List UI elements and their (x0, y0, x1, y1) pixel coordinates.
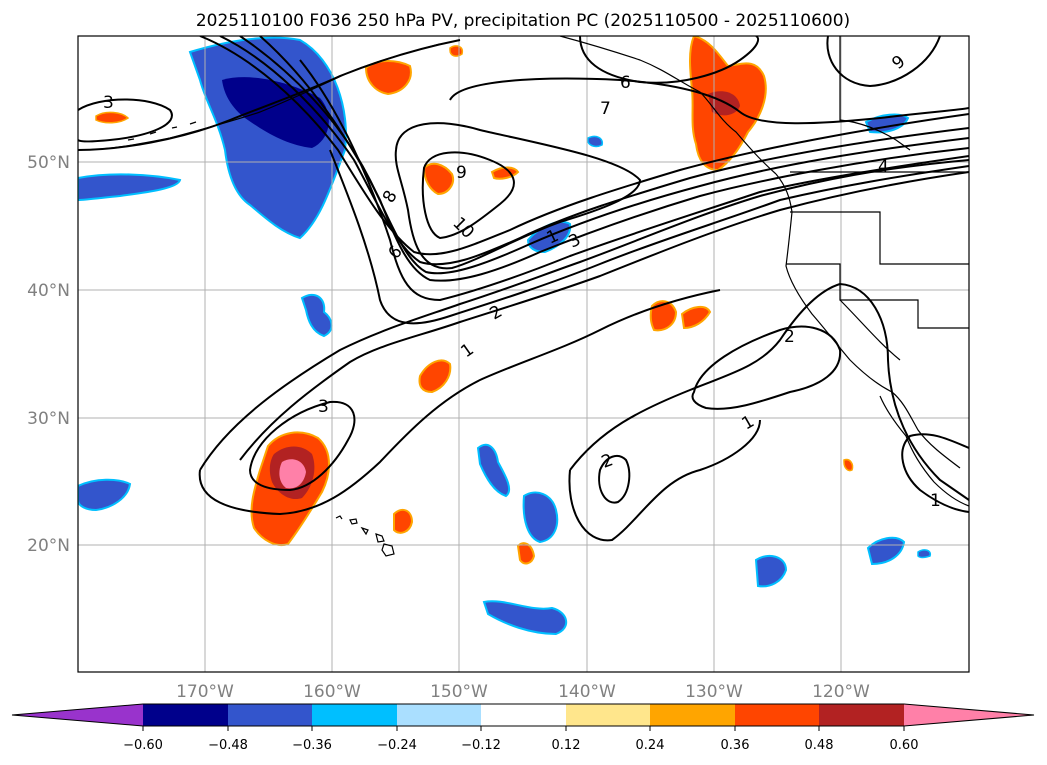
clabel-3-ring: 3 (318, 397, 329, 417)
pos-area-tiny-1 (449, 45, 464, 57)
colorbar-tick-neg048: −0.48 (208, 738, 248, 753)
clabel-2-east: 2 (784, 327, 795, 347)
clabel-3-west: 3 (103, 93, 114, 113)
colorbar-segment-6 (566, 704, 650, 726)
colorbar-segment-3 (312, 704, 397, 726)
map-panel: 3 3 8 9 10 6 1 2 1 3 6 7 2 1 2 1 4 9 (78, 36, 969, 672)
contour-1-lowlobe (568, 419, 761, 542)
contour-2-ring (691, 325, 842, 410)
latitude-labels: 50°N 40°N 30°N 20°N (27, 153, 70, 556)
aleutians (127, 121, 197, 141)
neg-core-gulf-alaska (222, 77, 329, 148)
colorbar-tick-neg060: −0.60 (123, 738, 163, 753)
pv-contours (78, 36, 969, 542)
lon-label-120w: 120°W (812, 682, 870, 702)
colorbar-tick-neg012: −0.12 (461, 738, 501, 753)
lat-label-30n: 30°N (27, 409, 70, 429)
pos-area-tiny-3 (95, 111, 130, 124)
colorbar-segment-7 (650, 704, 735, 726)
clabel-4-coast: 4 (878, 157, 889, 177)
coast-baja (879, 395, 969, 507)
colorbar-segment-4 (397, 704, 481, 726)
pos-area-alaska (364, 60, 412, 96)
colorbar-tick-neg036: −0.36 (292, 738, 332, 753)
pos-area-low-center (422, 162, 454, 196)
lon-label-130w: 130°W (685, 682, 743, 702)
colorbar-segment-1 (143, 704, 228, 726)
pos-area-tiny-2 (843, 458, 854, 472)
neg-area-tiny-1 (587, 135, 604, 148)
colorbar-segment-8 (735, 704, 819, 726)
clabel-6-north: 6 (620, 73, 631, 93)
colorbar-extend-high (904, 704, 1034, 726)
lon-label-150w: 150°W (430, 682, 488, 702)
neg-area-west-strip (78, 173, 182, 202)
colorbar-tick-060: 0.60 (890, 738, 919, 753)
map-frame (77, 35, 970, 673)
lat-label-20n: 20°N (27, 536, 70, 556)
border-states-1 (790, 211, 969, 265)
longitude-labels: 170°W 160°W 150°W 140°W 130°W 120°W (176, 682, 870, 702)
clabel-7-north: 7 (600, 99, 611, 119)
contour-west-big (78, 39, 461, 151)
contour-high-2 (199, 36, 969, 256)
contour-high-1 (219, 36, 969, 266)
neg-area-east-1 (866, 536, 906, 566)
neg-area-east-2 (754, 554, 788, 588)
neg-area-tiny-2 (917, 549, 932, 559)
contour-1-east (569, 282, 969, 501)
contour-2-main (239, 171, 969, 461)
graticule (78, 36, 969, 672)
contour-1-baja (901, 433, 969, 513)
contour-10-main (239, 36, 969, 275)
contour-4-main (329, 149, 969, 325)
neg-area-central-1 (476, 443, 511, 498)
contour-2-south (598, 454, 631, 504)
colorbar-segment-5 (481, 704, 566, 726)
pos-area-mid-2 (680, 306, 712, 330)
pos-area-south-2 (516, 542, 536, 565)
colorbar-tick-036: 0.36 (721, 738, 750, 753)
contour-3-ring (248, 400, 356, 492)
neg-area-west-edge (78, 478, 132, 512)
colorbar-extend-low (12, 704, 143, 726)
contour-1-main (199, 159, 969, 471)
hawaii-islands (335, 515, 395, 557)
lat-label-50n: 50°N (27, 153, 70, 173)
pos-area-mid-1 (649, 300, 678, 332)
pos-core-subtropical-pink (279, 459, 306, 489)
lon-label-140w: 140°W (558, 682, 616, 702)
lon-label-160w: 160°W (303, 682, 361, 702)
border-states-3 (839, 299, 901, 361)
contour-north-6 (579, 36, 759, 84)
clabel-9: 9 (456, 163, 467, 183)
pos-area-jet-entrance (418, 359, 452, 394)
border-canada-west (839, 36, 911, 151)
colorbar-tick-neg024: −0.24 (377, 738, 417, 753)
neg-area-south (482, 600, 567, 636)
colorbar: −0.60 −0.48 −0.36 −0.24 −0.12 0.12 0.24 … (11, 703, 1035, 753)
colorbar-tick-012: 0.12 (552, 738, 581, 753)
lon-label-170w: 170°W (176, 682, 234, 702)
pos-area-south-1 (393, 508, 414, 534)
contour-1-south (198, 289, 721, 516)
contour-north-9 (826, 36, 941, 88)
contour-north-7 (449, 77, 969, 125)
colorbar-segment-9 (819, 704, 904, 726)
neg-area-central-2 (522, 491, 559, 544)
contour-dome-10 (421, 151, 515, 240)
neg-area-small-1 (300, 293, 333, 338)
clabel-1-baja: 1 (930, 491, 941, 511)
border-states-2 (786, 263, 969, 329)
contour-dome-9 (394, 122, 642, 270)
colorbar-tick-024: 0.24 (636, 738, 665, 753)
figure-title: 2025110100 F036 250 hPa PV, precipitatio… (196, 11, 850, 31)
contour-west-3 (78, 98, 173, 143)
colorbar-tick-048: 0.48 (805, 738, 834, 753)
colorbar-segment-2 (228, 704, 312, 726)
lat-label-40n: 40°N (27, 281, 70, 301)
